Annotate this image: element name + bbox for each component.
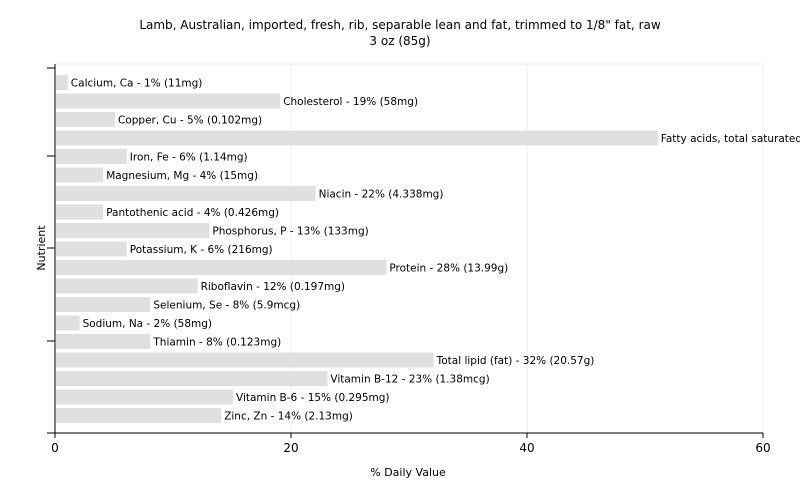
bar-data-label: Fatty acids, total saturated - 51% (10.1… [661, 133, 800, 145]
bar-data-label: Iron, Fe - 6% (1.14mg) [130, 152, 248, 164]
y-axis-title: Nutrient [35, 225, 48, 271]
bar-data-label: Total lipid (fat) - 32% (20.57g) [436, 355, 595, 367]
chart-title: Lamb, Australian, imported, fresh, rib, … [139, 18, 661, 32]
bar-data-label: Niacin - 22% (4.338mg) [319, 189, 444, 201]
bar [56, 186, 316, 201]
bar-data-label: Phosphorus, P - 13% (133mg) [212, 226, 368, 238]
bar [56, 149, 127, 164]
bar-data-label: Magnesium, Mg - 4% (15mg) [106, 170, 258, 182]
bar-data-label: Potassium, K - 6% (216mg) [130, 244, 273, 256]
bar [56, 167, 104, 183]
bar-data-label: Sodium, Na - 2% (58mg) [83, 318, 212, 330]
bar-data-label: Copper, Cu - 5% (0.102mg) [118, 115, 262, 127]
bar [56, 278, 198, 294]
x-tick-label: 40 [519, 441, 534, 455]
bar [56, 352, 434, 368]
bar-data-label: Calcium, Ca - 1% (11mg) [71, 78, 203, 90]
x-tick-label: 60 [755, 441, 770, 455]
bar-data-label: Selenium, Se - 8% (5.9mcg) [153, 300, 300, 312]
bar-data-label: Riboflavin - 12% (0.197mg) [201, 281, 345, 293]
bars: Calcium, Ca - 1% (11mg) Cholesterol - 19%… [56, 75, 800, 423]
chart-title-block: Lamb, Australian, imported, fresh, rib, … [0, 17, 800, 49]
chart-subtitle: 3 oz (85g) [369, 34, 431, 48]
x-tick-label: 20 [283, 441, 298, 455]
axes: 0 20 40 60 [47, 64, 771, 455]
bar [56, 241, 127, 257]
bar [56, 130, 658, 146]
bar [56, 223, 210, 238]
bar-data-label: Pantothenic acid - 4% (0.426mg) [106, 207, 279, 219]
bar [56, 75, 68, 90]
x-axis-title: % Daily Value [370, 466, 446, 479]
bar-data-label: Cholesterol - 19% (58mg) [283, 96, 418, 108]
bar [56, 315, 80, 331]
bar [56, 204, 104, 220]
x-tick-label: 0 [51, 441, 59, 455]
bar [56, 408, 222, 423]
bar [56, 112, 115, 127]
bar-data-label: Vitamin B-6 - 15% (0.295mg) [236, 392, 390, 404]
bar-data-label: Vitamin B-12 - 23% (1.38mcg) [330, 374, 489, 386]
bar [56, 334, 151, 349]
bar-data-label: Thiamin - 8% (0.123mg) [152, 337, 281, 349]
bar [56, 93, 281, 109]
bar [56, 260, 387, 275]
bar-data-label: Protein - 28% (13.99g) [389, 263, 508, 275]
bar [56, 297, 151, 312]
bar [56, 371, 328, 386]
bar [56, 389, 233, 405]
bar-data-label: Zinc, Zn - 14% (2.13mg) [224, 411, 353, 423]
